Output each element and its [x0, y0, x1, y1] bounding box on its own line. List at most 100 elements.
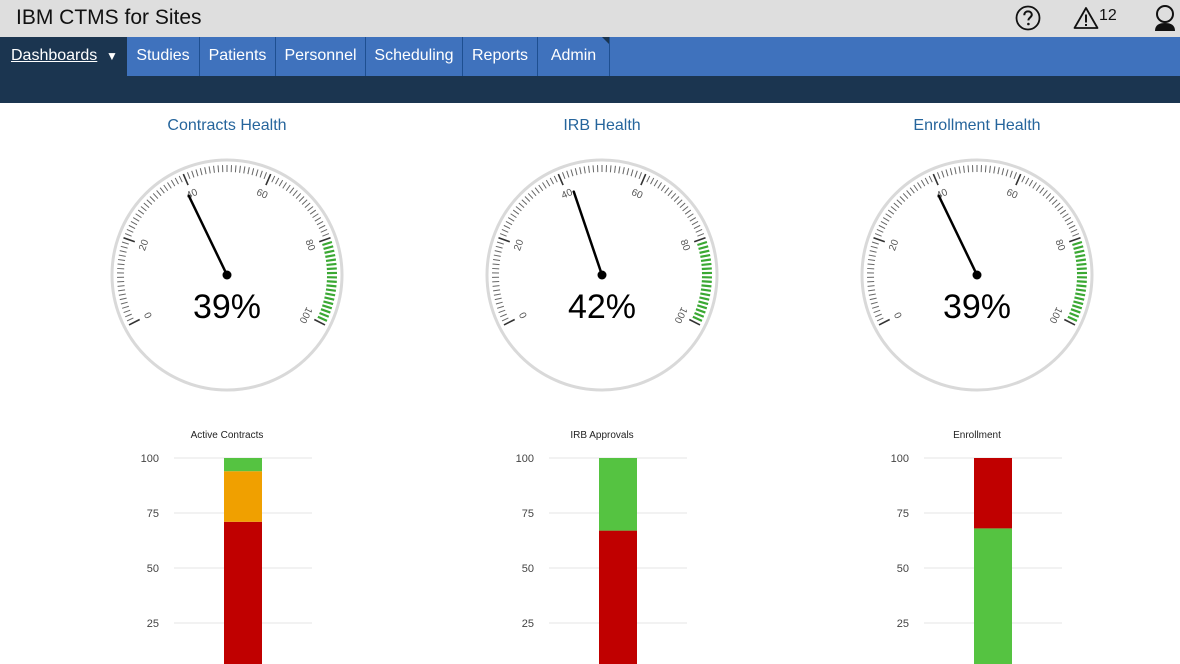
gauge-minor-tick	[140, 206, 147, 212]
nav-reports[interactable]: Reports	[463, 37, 538, 76]
gauge-minor-tick	[321, 304, 333, 310]
gauge-minor-tick	[204, 167, 207, 175]
gauge-tick-label: 20	[512, 238, 526, 253]
gauge-minor-tick	[698, 245, 709, 250]
gauge-minor-tick	[697, 233, 705, 237]
gauge-minor-tick	[696, 304, 708, 310]
gauge-minor-tick	[213, 165, 215, 173]
nav-dashboards[interactable]: Dashboards ▼	[0, 37, 127, 76]
gauge-minor-tick	[146, 199, 153, 205]
gauge-minor-tick	[646, 175, 651, 183]
gauge-minor-tick	[1001, 168, 1005, 176]
bar-segment	[974, 458, 1012, 529]
gauge-major-tick	[557, 173, 564, 186]
nav-dashboards-label[interactable]: Dashboards	[11, 47, 98, 64]
gauge-minor-tick	[650, 177, 655, 185]
alerts[interactable]: 12	[1073, 6, 1117, 30]
gauge-minor-tick	[579, 167, 582, 175]
chevron-down-icon[interactable]: ▼	[106, 49, 118, 63]
gauge-minor-tick	[217, 165, 220, 173]
bar-ytick-label: 50	[897, 563, 909, 575]
gauge-minor-tick	[691, 220, 699, 226]
gauge-major-tick	[693, 236, 706, 243]
gauge-minor-tick	[622, 167, 625, 175]
bar-segment	[599, 458, 637, 531]
gauge-minor-tick	[1013, 172, 1017, 180]
gauge-minor-tick	[673, 196, 680, 202]
gauge-minor-tick	[676, 199, 683, 205]
gauge-minor-tick	[187, 172, 191, 180]
bar-title-active-contracts: Active Contracts	[190, 430, 264, 441]
gauge-minor-tick	[937, 172, 941, 180]
alert-count[interactable]: 12	[1099, 7, 1117, 24]
gauge-major-tick	[1063, 318, 1076, 326]
gauge-major-tick	[1015, 173, 1022, 186]
gauge-minor-tick	[1059, 209, 1067, 215]
gauge-major-tick	[873, 236, 886, 243]
gauge-major-tick	[265, 173, 272, 186]
alert-icon[interactable]	[1073, 6, 1099, 30]
nav-admin[interactable]: Admin	[538, 37, 610, 76]
bar-title-irb-approvals: IRB Approvals	[570, 430, 634, 441]
gauge-needle-hub	[222, 270, 232, 280]
gauge-minor-tick	[492, 263, 500, 266]
gauge-needle	[937, 194, 979, 277]
gauge-minor-tick	[871, 241, 879, 245]
gauge-minor-tick	[118, 293, 126, 296]
gauge-minor-tick	[126, 317, 134, 322]
gauge-minor-tick	[592, 165, 595, 173]
bar-segment	[224, 458, 262, 472]
gauge-major-tick	[1068, 236, 1081, 243]
nav-scheduling[interactable]: Scheduling	[366, 37, 463, 76]
gauge-title-contracts: Contracts Health	[167, 117, 287, 134]
gauge-minor-tick	[924, 177, 929, 185]
gauge-minor-tick	[876, 228, 884, 233]
gauge-minor-tick	[123, 309, 131, 314]
gauge-minor-tick	[128, 224, 136, 229]
gauge-tick-label: 0	[892, 310, 905, 320]
gauge-minor-tick	[870, 301, 878, 305]
gauge-minor-tick	[259, 170, 263, 178]
gauge-minor-tick	[527, 193, 534, 199]
gauge-minor-tick	[549, 177, 554, 185]
gauge-minor-tick	[132, 217, 140, 222]
help-icon[interactable]	[1015, 5, 1041, 31]
gauge-minor-tick	[152, 193, 159, 199]
gauge-minor-tick	[917, 182, 922, 189]
gauge-minor-tick	[630, 169, 634, 177]
gauge-minor-tick	[1069, 311, 1080, 318]
gauge-minor-tick	[874, 233, 882, 237]
user-icon[interactable]	[1152, 4, 1178, 34]
bar-title-enrollment: Enrollment	[953, 430, 1001, 441]
gauge-minor-tick	[130, 220, 138, 226]
gauge-minor-tick	[920, 179, 926, 187]
gauge-minor-tick	[135, 213, 142, 219]
nav-patients[interactable]: Patients	[200, 37, 276, 76]
gauge-minor-tick	[1074, 249, 1085, 254]
gauge-minor-tick	[583, 166, 586, 174]
gauge-minor-tick	[701, 280, 712, 284]
gauge-minor-tick	[323, 245, 334, 250]
gauge-minor-tick	[588, 165, 590, 173]
gauge-minor-tick	[524, 196, 531, 202]
gauge-minor-tick	[693, 224, 701, 229]
gauge-minor-tick	[1064, 217, 1072, 222]
gauge-minor-tick	[1042, 190, 1048, 197]
gauge-minor-tick	[1057, 206, 1064, 212]
gauge-minor-tick	[1072, 240, 1083, 247]
nav-personnel[interactable]: Personnel	[276, 37, 366, 76]
gauge-minor-tick	[902, 193, 909, 199]
gauge-minor-tick	[868, 293, 876, 296]
nav-studies[interactable]: Studies	[127, 37, 200, 76]
gauge-major-tick	[932, 173, 939, 186]
gauge-minor-tick	[317, 315, 328, 322]
gauge-minor-tick	[494, 250, 502, 253]
gauge-minor-tick	[882, 217, 890, 222]
gauge-minor-tick	[500, 313, 507, 318]
gauge-tick-label: 20	[137, 238, 151, 253]
app-title: IBM CTMS for Sites	[16, 6, 202, 29]
gauge-minor-tick	[278, 179, 284, 187]
gauge-minor-tick	[638, 172, 642, 180]
gauge-minor-tick	[156, 190, 162, 197]
gauge-minor-tick	[492, 285, 500, 287]
